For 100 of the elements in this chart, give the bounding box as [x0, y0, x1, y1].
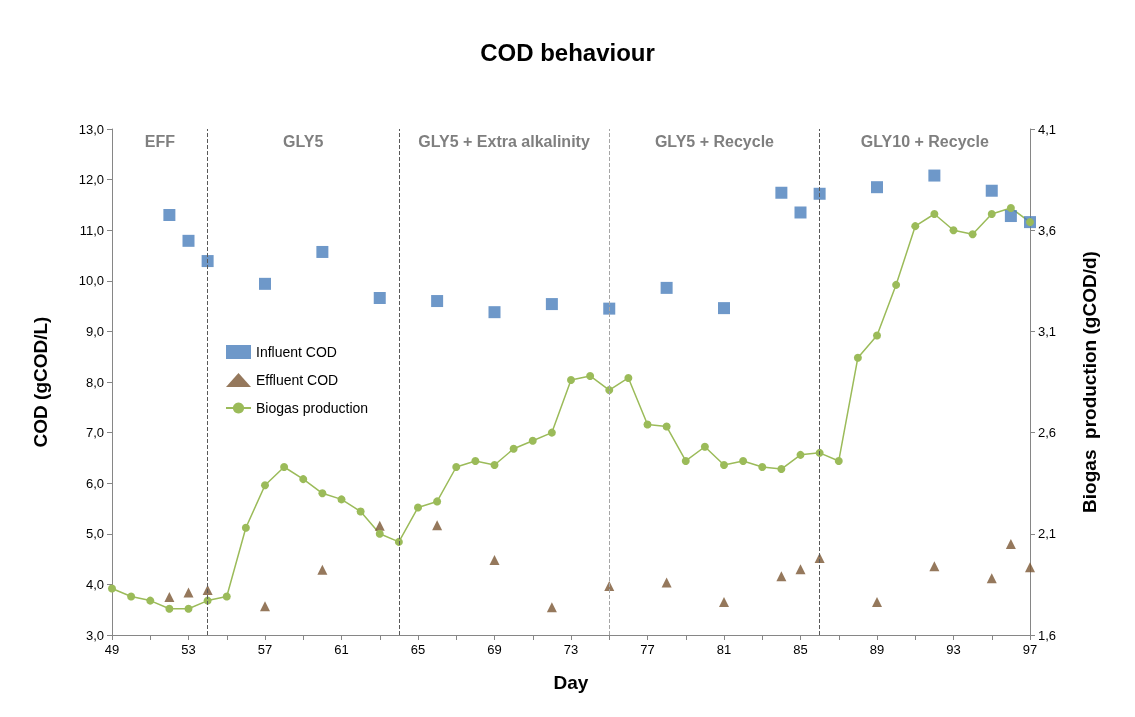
point: [433, 497, 442, 506]
point: [546, 602, 557, 613]
point: [201, 255, 214, 268]
x-tick-label: 89: [869, 642, 885, 657]
x-tick-label: 77: [640, 642, 655, 657]
x-tick-label: 97: [1022, 642, 1038, 657]
point: [127, 592, 136, 601]
point: [374, 520, 385, 531]
point: [929, 561, 940, 572]
point: [892, 280, 901, 289]
point: [661, 577, 672, 588]
point: [603, 302, 616, 315]
point: [930, 210, 939, 219]
x-tick-label: 61: [334, 642, 349, 657]
point: [1025, 562, 1035, 573]
point: [949, 226, 958, 235]
point: [373, 292, 386, 304]
annotation: GLY10 + Recycle: [860, 132, 989, 150]
point: [164, 592, 175, 603]
x-tick-label: 93: [946, 642, 961, 657]
x-tick-label: 53: [181, 642, 196, 657]
point: [586, 371, 595, 380]
y2-tick-label: 3,6: [1038, 222, 1057, 238]
point: [432, 520, 443, 531]
point: [146, 596, 155, 605]
y-tick-label: 8,0: [85, 374, 104, 390]
y2-tick-label: 1,6: [1038, 627, 1057, 643]
point: [261, 481, 269, 490]
y-tick-label: 9,0: [85, 323, 104, 339]
point: [222, 592, 231, 601]
y-tick-label: 7,0: [85, 425, 104, 441]
point: [375, 529, 384, 538]
point: [452, 463, 461, 472]
chart-title: COD behaviour: [480, 38, 655, 66]
point: [776, 571, 787, 582]
annotation: GLY5: [283, 132, 324, 150]
point: [260, 601, 270, 612]
legend-label: Effluent COD: [256, 372, 339, 388]
point: [108, 584, 116, 593]
y-axis-title: COD (gCOD/L): [30, 316, 51, 448]
point: [872, 597, 882, 608]
point: [163, 209, 176, 222]
point: [414, 503, 422, 512]
x-tick-label: 57: [257, 642, 273, 657]
point: [1005, 538, 1016, 549]
y2-tick-label: 2,1: [1038, 526, 1057, 542]
point: [337, 495, 346, 504]
y-tick-label: 11,0: [79, 222, 104, 238]
x-tick-label: 49: [104, 642, 120, 657]
x-tick-label: 85: [793, 642, 808, 657]
point: [758, 463, 767, 472]
point: [834, 456, 843, 465]
point: [431, 295, 444, 308]
point: [700, 442, 709, 451]
point: [873, 331, 881, 340]
y2-tick-label: 2,6: [1038, 425, 1057, 441]
point: [182, 234, 195, 247]
point: [624, 373, 633, 382]
point: [1004, 210, 1017, 223]
point: [184, 604, 193, 613]
point: [356, 507, 365, 516]
point: [911, 222, 920, 231]
x-tick-label: 73: [563, 642, 579, 657]
point: [796, 450, 805, 459]
y-tick-label: 5,0: [85, 526, 104, 542]
annotation: GLY5 + Recycle: [654, 132, 775, 150]
point: [259, 277, 271, 290]
y2-axis-title: Biogas production (gCOD/d): [1079, 251, 1100, 513]
annotation: GLY5 + Extra alkalinity: [418, 132, 590, 150]
x-axis-title: Day: [553, 672, 589, 693]
point: [871, 181, 883, 194]
point: [489, 555, 500, 566]
y-tick-label: 12,0: [78, 172, 104, 188]
annotation: EFF: [144, 132, 176, 150]
x-tick-label: 65: [410, 642, 426, 657]
point: [643, 420, 652, 429]
point: [718, 302, 730, 315]
point: [471, 456, 480, 465]
y2-tick-label: 4,1: [1038, 121, 1057, 137]
x-tick-label: 69: [487, 642, 502, 657]
point: [567, 375, 575, 384]
legend-label: Influent COD: [256, 344, 337, 360]
y-tick-label: 4,0: [85, 576, 104, 592]
point: [986, 573, 997, 584]
point: [547, 428, 556, 437]
point: [490, 460, 499, 469]
point: [183, 587, 194, 598]
y-tick-label: 6,0: [85, 475, 104, 491]
legend-label: Biogas production: [256, 400, 369, 416]
y2-tick-label: 3,1: [1038, 323, 1057, 339]
point: [280, 463, 289, 472]
point: [662, 422, 671, 431]
point: [660, 281, 673, 294]
point: [795, 564, 806, 575]
point: [985, 184, 998, 197]
point: [794, 206, 807, 219]
point: [316, 245, 329, 258]
point: [241, 523, 250, 532]
x-tick-label: 81: [716, 642, 732, 657]
point: [739, 456, 748, 465]
